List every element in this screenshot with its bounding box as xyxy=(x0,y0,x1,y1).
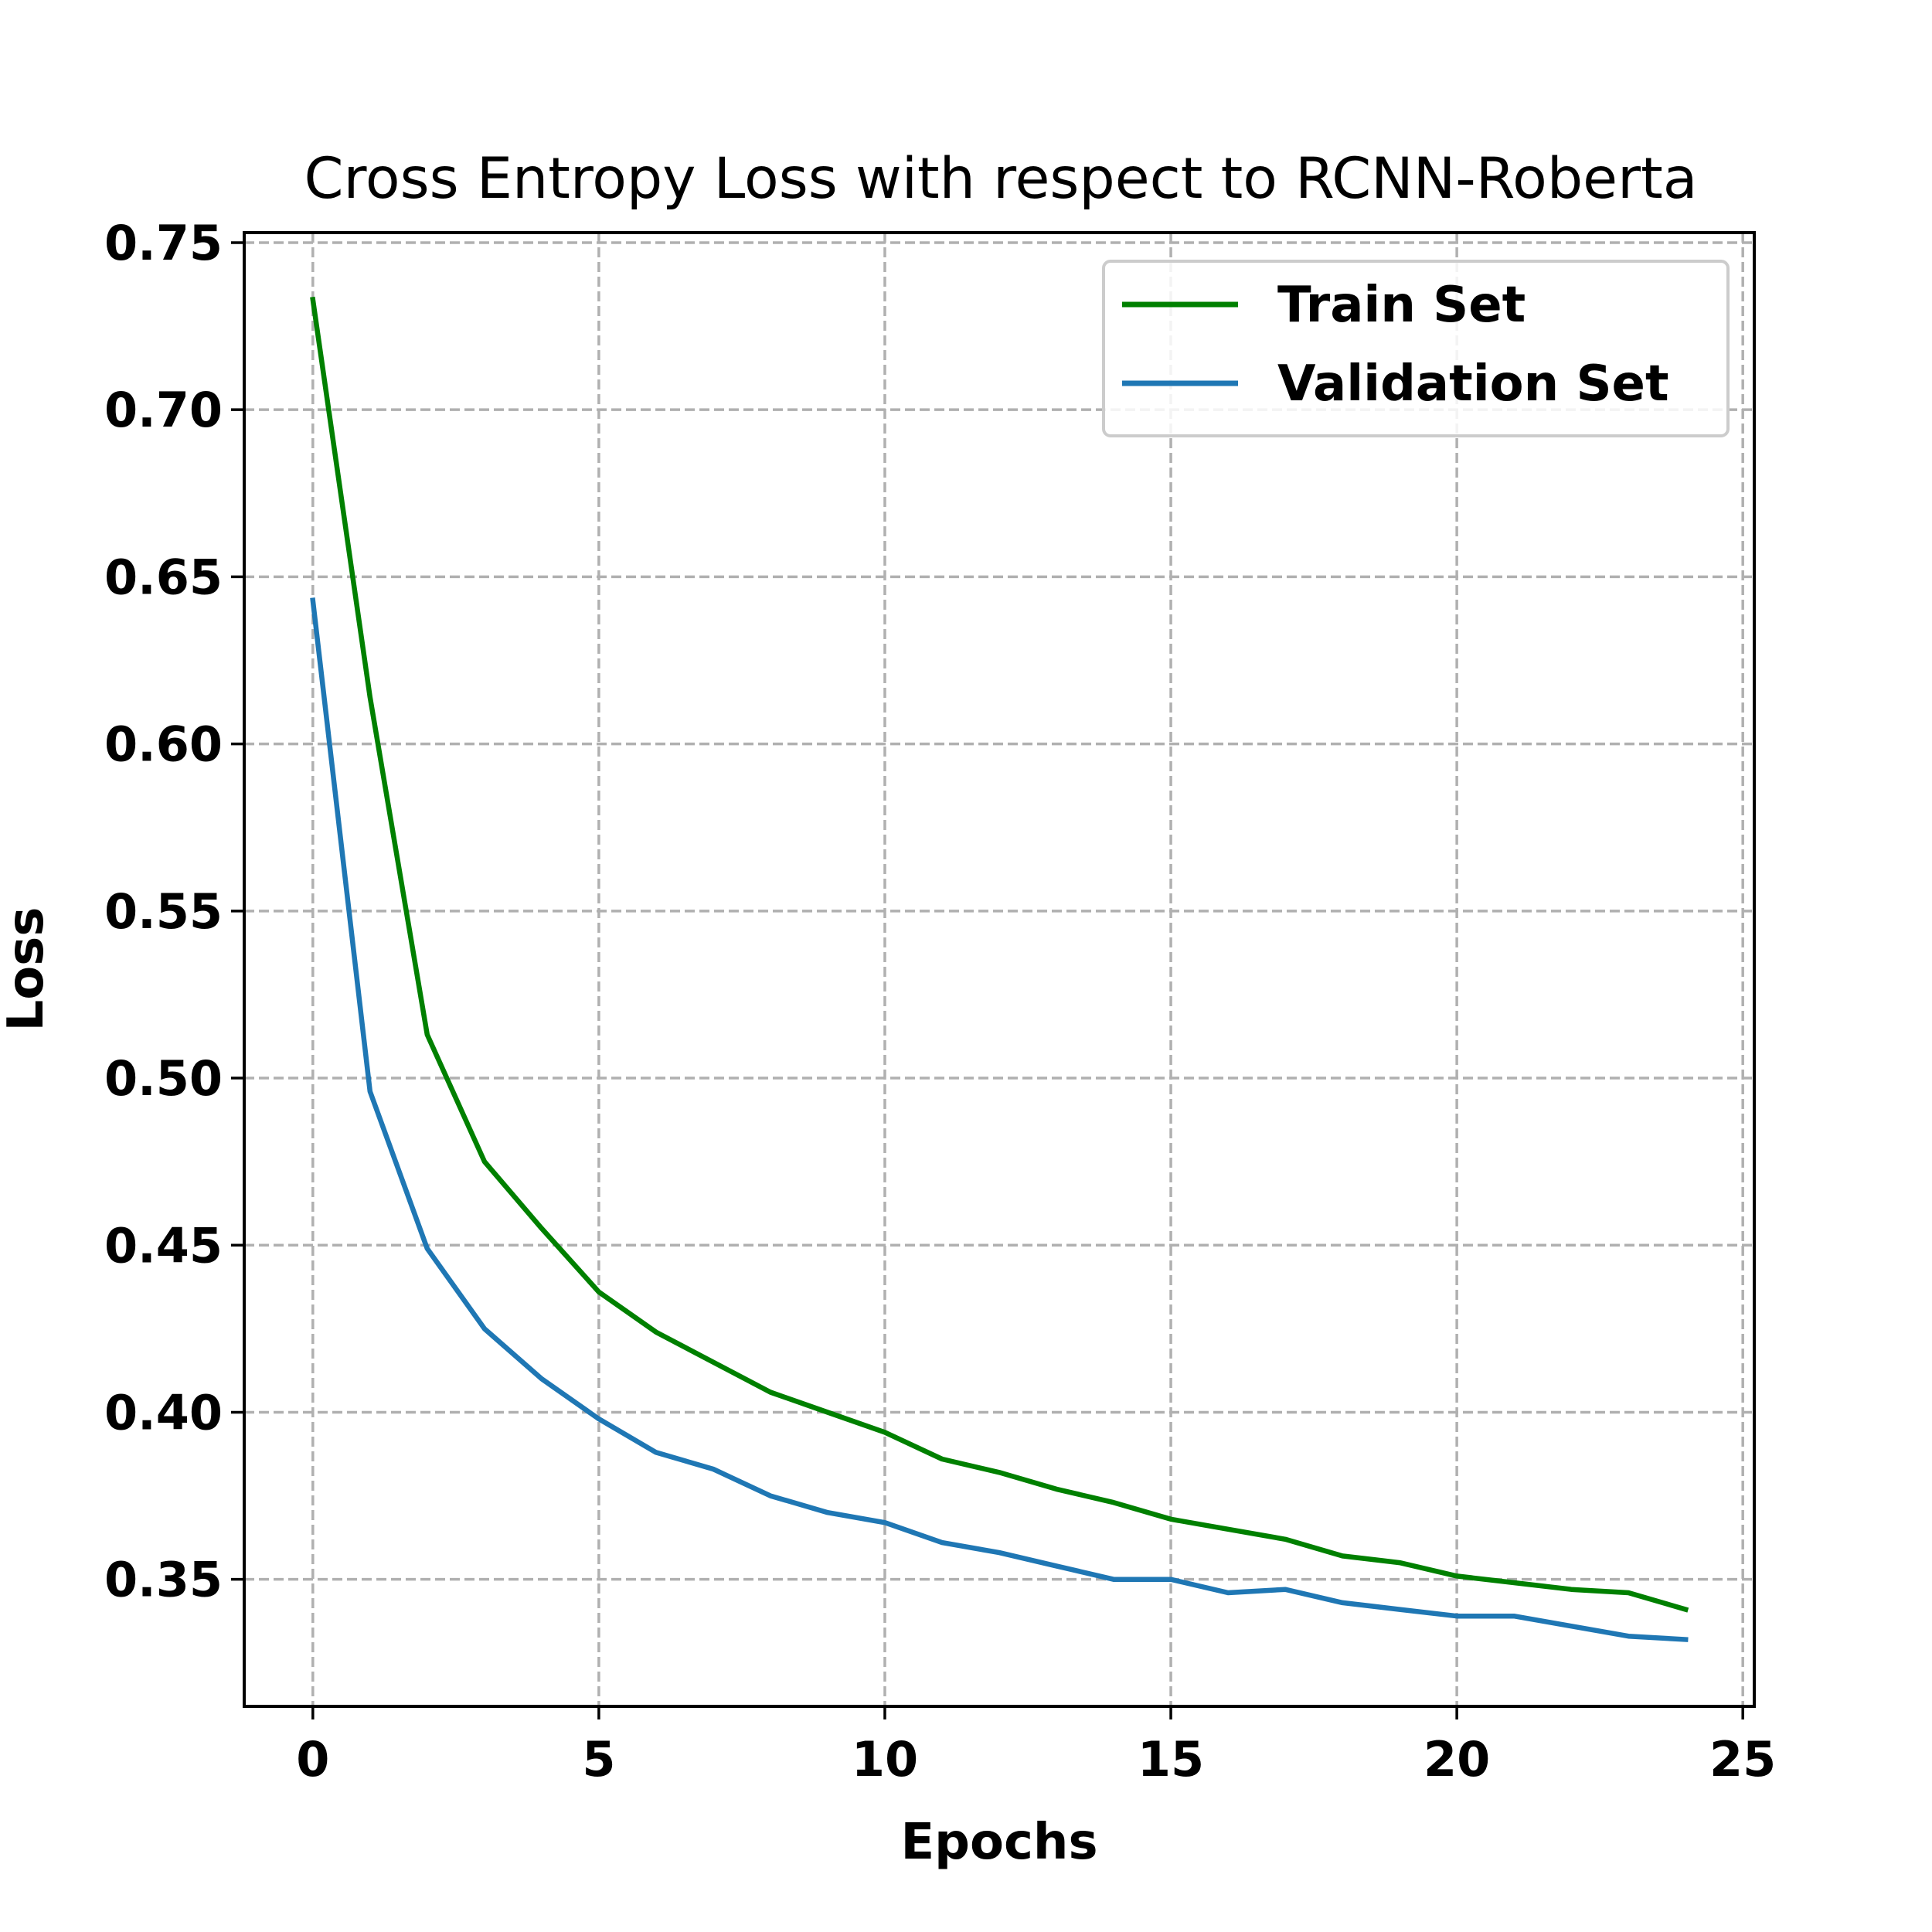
legend: Train Set Validation Set xyxy=(1102,260,1730,437)
y-tick-label: 0.75 xyxy=(104,215,223,271)
y-tick-label: 0.60 xyxy=(104,716,223,773)
y-tick-label: 0.65 xyxy=(104,549,223,605)
legend-box xyxy=(1102,260,1730,437)
grid-layer xyxy=(244,233,1754,1706)
plot-area-frame xyxy=(243,231,1756,1708)
y-tick-label: 0.45 xyxy=(104,1217,223,1274)
y-tick-label: 0.40 xyxy=(104,1384,223,1440)
x-tick-label: 0 xyxy=(296,1731,329,1787)
y-tick-label: 0.35 xyxy=(104,1552,223,1608)
x-axis-label: Epochs xyxy=(900,1814,1097,1871)
y-tick-label: 0.55 xyxy=(104,883,223,940)
y-tick-label: 0.50 xyxy=(104,1050,223,1107)
chart-title: Cross Entropy Loss with respect to RCNN-… xyxy=(304,146,1698,212)
tick-layer: 0 5 10 15 20 25 0.35 0.40 0.45 0.50 0.55 0.60 0.65 0.… xyxy=(104,215,1776,1787)
train-set-line xyxy=(310,296,1689,1613)
y-tick-label: 0.70 xyxy=(104,382,223,438)
x-tick-label: 20 xyxy=(1423,1731,1490,1787)
x-tick-label: 15 xyxy=(1138,1731,1204,1787)
y-axis-label: Loss xyxy=(0,907,55,1032)
series-layer xyxy=(310,296,1689,1642)
validation-set-line xyxy=(310,597,1689,1642)
legend-label-validation: Validation Set xyxy=(1277,355,1669,413)
x-tick-label: 10 xyxy=(852,1731,918,1787)
x-tick-label: 25 xyxy=(1709,1731,1776,1787)
x-tick-label: 5 xyxy=(582,1731,615,1787)
legend-label-train: Train Set xyxy=(1277,277,1526,334)
